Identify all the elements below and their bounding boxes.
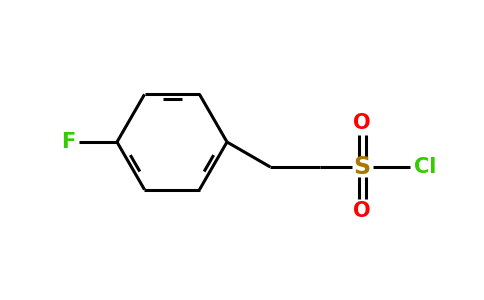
Text: O: O [353,113,371,133]
Text: F: F [61,132,75,152]
Text: O: O [353,201,371,221]
Text: S: S [354,155,371,179]
Text: Cl: Cl [414,157,437,177]
